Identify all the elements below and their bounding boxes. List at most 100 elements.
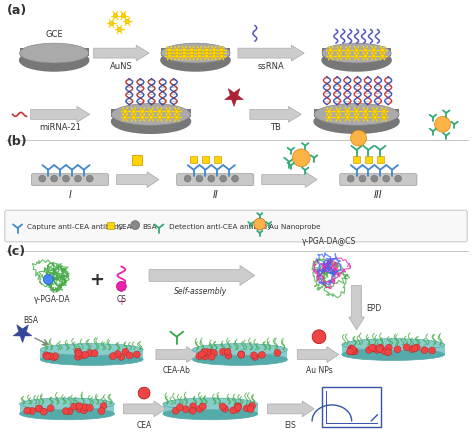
Bar [192,350,287,359]
Circle shape [82,404,89,411]
Polygon shape [13,325,32,343]
Ellipse shape [19,408,114,420]
Ellipse shape [19,43,89,63]
Ellipse shape [40,354,143,365]
Circle shape [117,281,126,291]
Circle shape [207,349,214,356]
Circle shape [219,403,226,410]
Circle shape [205,51,209,55]
Circle shape [173,407,179,414]
Circle shape [230,407,237,414]
Circle shape [82,352,89,358]
Circle shape [413,344,420,351]
Bar [40,350,143,359]
Circle shape [346,348,354,355]
Text: CEA: CEA [118,224,132,230]
Circle shape [219,349,226,355]
Ellipse shape [40,344,143,355]
Circle shape [46,353,54,360]
Circle shape [347,175,354,182]
Circle shape [158,109,162,113]
Circle shape [168,48,172,52]
Circle shape [182,406,189,413]
Circle shape [74,348,82,355]
Circle shape [132,109,136,113]
Circle shape [44,353,51,360]
Circle shape [132,115,136,119]
Circle shape [131,220,140,230]
Circle shape [35,405,42,412]
Circle shape [196,405,203,412]
Circle shape [190,54,194,58]
Text: γ-PGA-DA@CS: γ-PGA-DA@CS [302,237,356,246]
Circle shape [349,346,356,353]
Circle shape [355,115,358,119]
Circle shape [373,109,377,113]
Ellipse shape [163,408,258,420]
Circle shape [346,54,350,58]
Ellipse shape [314,110,399,133]
FancyBboxPatch shape [340,174,417,186]
FancyBboxPatch shape [177,174,254,186]
Circle shape [63,175,70,182]
Circle shape [337,109,340,113]
Ellipse shape [192,344,287,355]
Text: Self-assembly: Self-assembly [174,287,227,296]
Ellipse shape [322,49,391,71]
Text: TB: TB [270,123,281,132]
Circle shape [372,48,376,52]
Bar [19,48,89,56]
Circle shape [364,109,368,113]
Circle shape [371,345,378,352]
Circle shape [235,403,241,410]
Circle shape [47,405,54,412]
Circle shape [243,405,250,412]
Text: ssRNA: ssRNA [257,62,284,71]
Circle shape [98,408,105,414]
Circle shape [328,54,333,58]
Circle shape [75,350,82,357]
Circle shape [349,348,356,355]
Circle shape [372,54,376,58]
Circle shape [100,402,107,409]
Circle shape [248,402,255,409]
Circle shape [86,404,93,411]
Circle shape [29,408,36,414]
Circle shape [201,349,208,355]
Circle shape [87,349,94,356]
Circle shape [182,51,186,55]
Bar [19,404,114,414]
Circle shape [328,48,333,52]
Circle shape [346,115,349,119]
Circle shape [208,353,215,360]
Circle shape [149,109,153,113]
Ellipse shape [342,339,445,351]
Polygon shape [268,401,314,417]
Circle shape [50,354,57,361]
Circle shape [369,344,375,351]
Circle shape [212,51,216,55]
Text: CEA-Ab: CEA-Ab [163,366,191,375]
Ellipse shape [161,49,230,71]
Circle shape [254,218,265,230]
Circle shape [225,352,232,359]
Bar [322,387,381,427]
Circle shape [381,48,384,52]
Circle shape [24,407,31,414]
Circle shape [250,352,257,359]
Circle shape [118,353,125,360]
Bar [161,48,230,56]
Circle shape [221,405,228,412]
Circle shape [428,347,436,354]
Circle shape [274,349,281,356]
Circle shape [435,116,450,132]
Circle shape [212,54,216,58]
Ellipse shape [163,398,258,410]
Circle shape [138,387,150,399]
Circle shape [196,353,203,360]
Ellipse shape [314,103,399,125]
Ellipse shape [161,43,230,63]
Circle shape [382,115,386,119]
Circle shape [212,48,216,52]
Circle shape [175,48,179,52]
